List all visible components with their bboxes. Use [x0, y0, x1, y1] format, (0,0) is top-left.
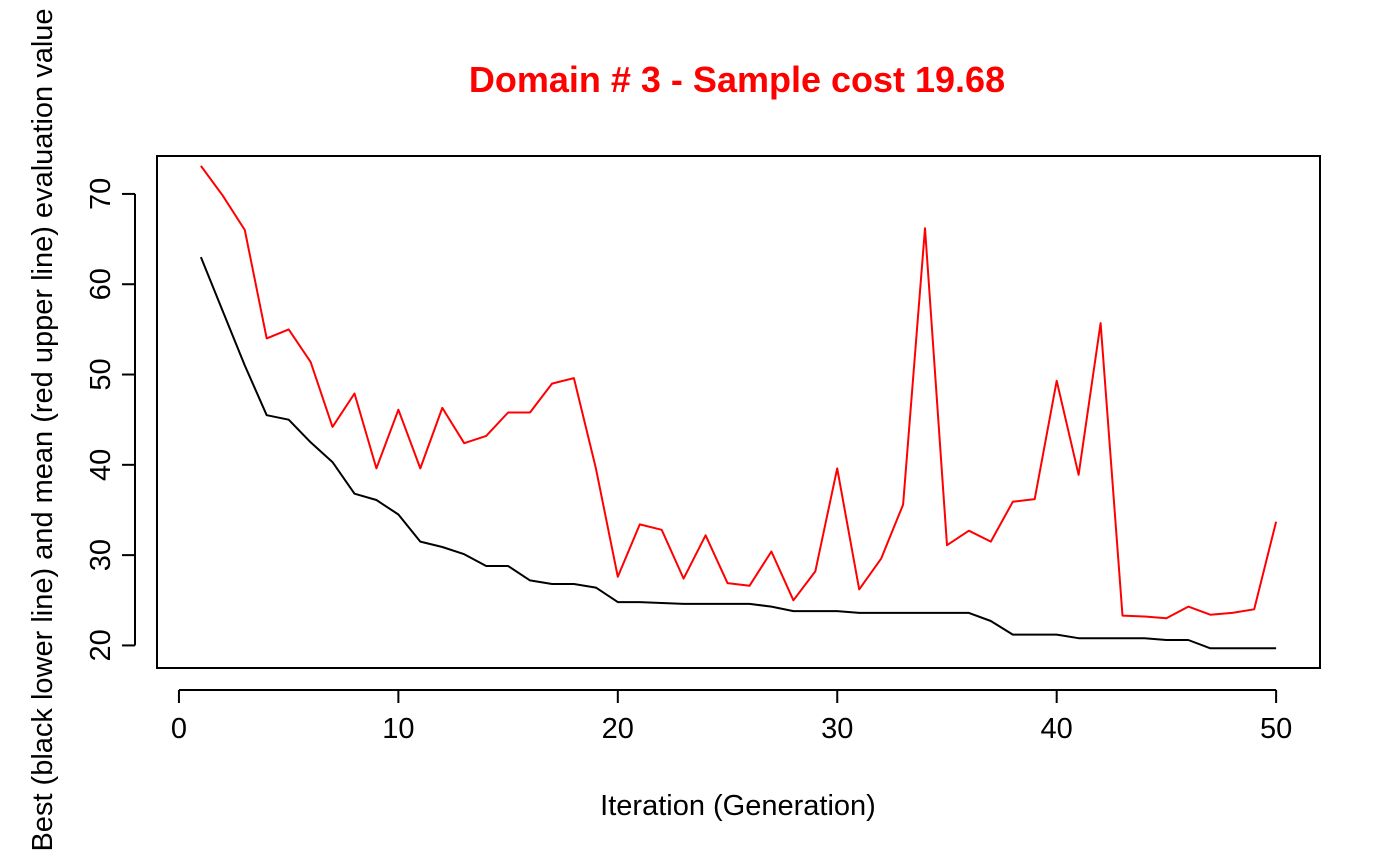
x-tick-label: 40: [1041, 713, 1073, 745]
series-line-2: [199, 256, 1277, 650]
chart-title: Domain # 3 - Sample cost 19.68: [469, 59, 1005, 100]
x-axis: 0 10 20 30 40 50: [171, 689, 1292, 745]
y-tick-label: 20: [85, 629, 117, 661]
y-tick-label: 70: [85, 178, 117, 210]
x-tick-label: 10: [382, 713, 414, 745]
y-axis: 20 30 40 50 60 70: [85, 178, 136, 662]
y-tick-label: 40: [85, 449, 117, 481]
x-axis-title: Iteration (Generation): [600, 790, 876, 822]
x-tick-label: 50: [1260, 713, 1292, 745]
plot-area: [156, 155, 1321, 669]
series-layer: [199, 165, 1278, 650]
x-tick-label: 0: [171, 713, 187, 745]
x-tick-label: 30: [821, 713, 853, 745]
y-tick-label: 60: [85, 268, 117, 300]
y-axis-title: Best (black lower line) and mean (red up…: [27, 8, 59, 851]
y-tick-label: 30: [85, 539, 117, 571]
series-line-1: [200, 165, 1278, 620]
y-tick-label: 50: [85, 358, 117, 390]
x-tick-label: 20: [602, 713, 634, 745]
